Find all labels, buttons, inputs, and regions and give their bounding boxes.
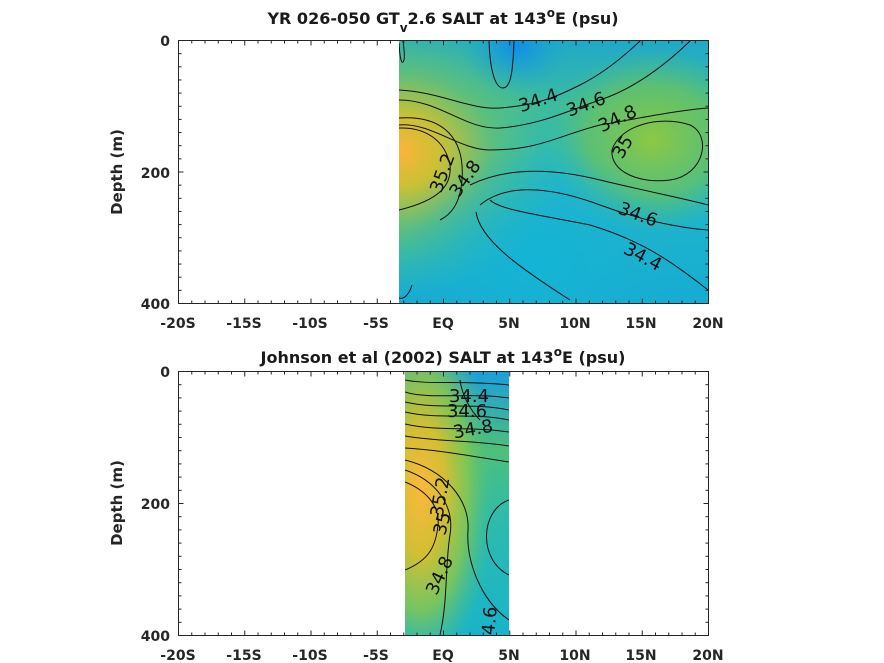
x-tick-label: -15S xyxy=(226,648,261,663)
top-y-tick-labels: 0 200 400 xyxy=(141,34,170,313)
x-tick-label: 10N xyxy=(559,648,590,663)
bottom-x-ticks xyxy=(178,371,709,636)
bottom-panel-title: Johnson et al (2002) SALT at 143oE (psu) xyxy=(260,345,626,367)
contour-line xyxy=(611,120,704,182)
x-tick-label: -20S xyxy=(160,648,195,663)
contour-line xyxy=(399,107,708,151)
contour-line xyxy=(475,211,571,301)
x-tick-label: 10N xyxy=(559,316,590,332)
contour-line xyxy=(405,391,509,399)
contour-line xyxy=(399,41,641,109)
x-tick-label: -10S xyxy=(292,648,327,663)
top-heatmap: 34.4 34.6 34.8 35 35.2 34.8 34.6 34.4 xyxy=(399,41,708,303)
bottom-y-axis-label: Depth (m) xyxy=(108,460,126,546)
bottom-heatmap: 34.4 34.6 34.8 35.2 35 34.8 34.6 xyxy=(405,372,509,648)
contour-line xyxy=(486,499,509,576)
contour-label: 34.6 xyxy=(477,606,501,648)
contour-line xyxy=(405,447,509,463)
y-tick-label: 200 xyxy=(141,166,170,182)
bottom-x-tick-labels: -20S -15S -10S -5S EQ 5N 10N 15N 20N xyxy=(160,648,723,663)
x-tick-label: -10S xyxy=(292,316,327,332)
contour-line xyxy=(488,41,515,89)
contour-line xyxy=(405,481,439,571)
contour-label: 34.4 xyxy=(449,386,489,407)
x-tick-label: -20S xyxy=(160,316,195,332)
contour-line xyxy=(399,284,413,299)
bottom-y-tick-labels: 0 200 400 xyxy=(141,365,170,645)
contour-line xyxy=(479,189,708,231)
top-y-axis-label: Depth (m) xyxy=(108,129,126,215)
x-tick-label: EQ xyxy=(432,648,454,663)
contour-line xyxy=(405,379,509,386)
x-tick-label: 20N xyxy=(692,648,723,663)
contour-line xyxy=(459,379,481,421)
x-tick-label: -5S xyxy=(363,648,389,663)
contour-line xyxy=(405,459,509,621)
top-x-ticks xyxy=(178,40,709,304)
y-tick-label: 0 xyxy=(160,365,170,381)
contour-line xyxy=(399,41,691,129)
bottom-panel: Johnson et al (2002) SALT at 143oE (psu)… xyxy=(108,345,724,663)
top-panel-title: YR 026-050 GTv2.6 SALT at 143oE (psu) xyxy=(266,6,618,35)
contour-line xyxy=(405,401,509,411)
x-tick-label: 15N xyxy=(625,648,656,663)
contour-line xyxy=(399,127,451,211)
contour-label: 34.6 xyxy=(447,401,487,422)
contour-line xyxy=(405,435,509,447)
top-x-tick-labels: -20S -15S -10S -5S EQ 5N 10N 15N 20N xyxy=(160,316,723,332)
y-tick-label: 200 xyxy=(141,497,170,513)
contour-line xyxy=(489,199,708,291)
y-tick-label: 400 xyxy=(141,297,170,313)
x-tick-label: -5S xyxy=(363,316,389,332)
top-panel: YR 026-050 GTv2.6 SALT at 143oE (psu) 34… xyxy=(108,6,724,332)
x-tick-label: EQ xyxy=(432,316,454,332)
x-tick-label: 5N xyxy=(498,316,519,332)
y-tick-label: 400 xyxy=(141,629,170,645)
contour-line xyxy=(405,411,509,421)
contour-line xyxy=(405,469,452,635)
x-tick-label: 5N xyxy=(498,648,519,663)
x-tick-label: 20N xyxy=(692,316,723,332)
y-tick-label: 0 xyxy=(160,34,170,50)
contour-line xyxy=(405,423,509,433)
contour-line xyxy=(469,170,708,206)
contour-line xyxy=(399,117,463,221)
x-tick-label: 15N xyxy=(625,316,656,332)
x-tick-label: -15S xyxy=(226,316,261,332)
contour-line xyxy=(399,41,405,63)
